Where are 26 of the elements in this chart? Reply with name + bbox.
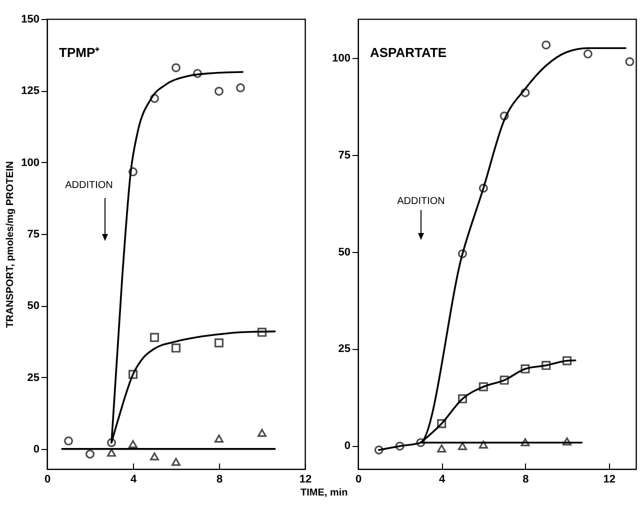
y-tick-label: 0 <box>344 440 350 452</box>
x-tick-label: 4 <box>439 474 446 486</box>
y-tick-label: 25 <box>338 343 350 356</box>
y-tick-label: 75 <box>27 228 40 240</box>
y-tick-label: 100 <box>332 52 350 64</box>
x-tick-label: 4 <box>130 474 138 486</box>
x-tick-label: 12 <box>299 474 312 486</box>
y-tick-label: 150 <box>21 14 40 26</box>
y-tick-label: 25 <box>27 372 40 384</box>
y-tick-label: 50 <box>27 300 40 312</box>
annotation: ADDITION <box>65 180 113 191</box>
y-tick-label: 0 <box>33 443 40 456</box>
text: TPMP⁺ <box>59 45 100 60</box>
text: ASPARTATE <box>370 45 447 60</box>
annotation: ADDITION <box>397 196 445 207</box>
x-tick-label: 8 <box>522 474 529 486</box>
x-tick-label: 0 <box>355 474 362 486</box>
x-tick-label: 12 <box>603 474 616 486</box>
y-tick-label: 50 <box>338 246 350 258</box>
x-tick-label: 8 <box>216 474 223 486</box>
y-axis-title: TRANSPORT, pmoles/mg PROTEIN <box>5 161 16 328</box>
y-tick-label: 125 <box>21 85 40 98</box>
y-tick-label: 100 <box>21 156 40 169</box>
x-axis-title: TIME, min <box>300 488 348 498</box>
x-tick-label: 0 <box>44 474 51 486</box>
y-tick-label: 75 <box>338 149 350 162</box>
